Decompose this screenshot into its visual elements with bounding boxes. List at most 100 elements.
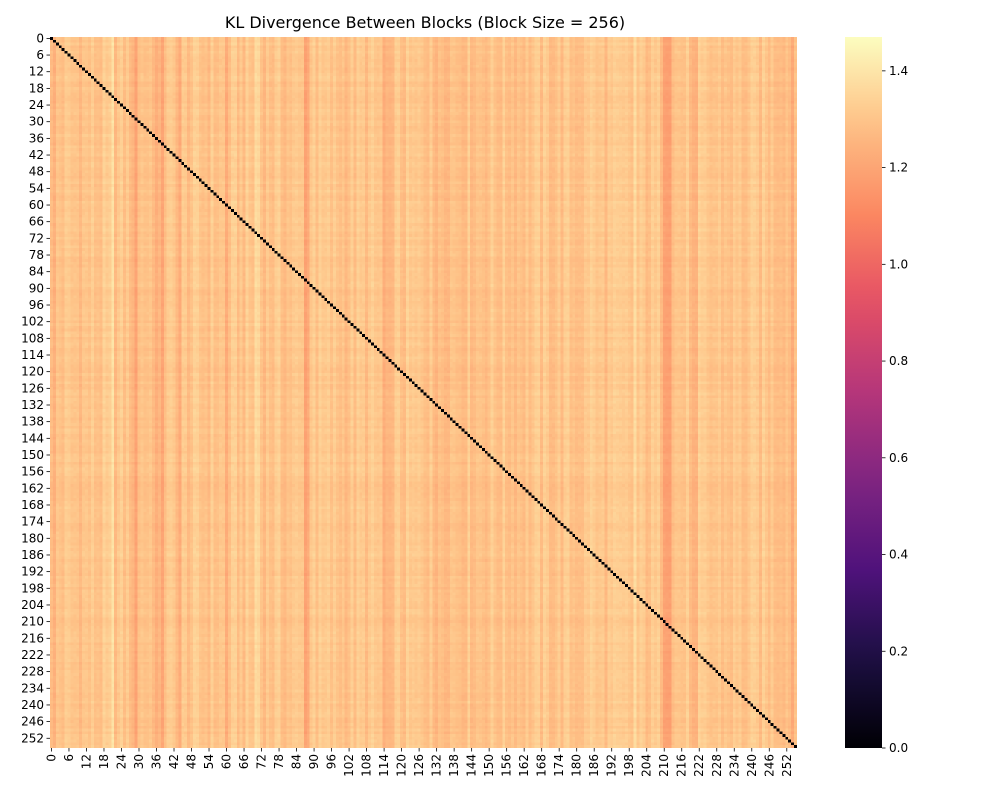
- x-tick-label: 132: [430, 754, 444, 777]
- y-tick-label: 222: [21, 648, 44, 662]
- y-tick-label: 114: [21, 348, 44, 362]
- y-tick-label: 18: [29, 81, 44, 95]
- y-tick-label: 234: [21, 681, 44, 695]
- y-tick-label: 228: [21, 665, 44, 679]
- y-tick-label: 108: [21, 331, 44, 345]
- y-tick-label: 168: [21, 498, 44, 512]
- colorbar-ticks: 0.0 0.2 0.4 0.6 0.8 1.0 1.2 1.4: [882, 64, 908, 755]
- colorbar: [845, 37, 882, 748]
- x-tick-label: 144: [465, 754, 479, 777]
- x-tick-label: 84: [290, 754, 304, 769]
- x-tick-label: 246: [762, 754, 776, 777]
- x-tick-label: 156: [500, 754, 514, 777]
- y-tick-label: 96: [29, 298, 44, 312]
- x-tick-label: 228: [710, 754, 724, 777]
- y-tick-label: 84: [29, 265, 44, 279]
- x-tick-label: 204: [640, 754, 654, 777]
- colorbar-tick-label: 1.4: [889, 64, 908, 78]
- colorbar-tick-label: 0.0: [889, 741, 908, 755]
- x-tick-label: 60: [220, 754, 234, 769]
- x-tick-label: 252: [780, 754, 794, 777]
- x-tick-label: 210: [657, 754, 671, 777]
- x-tick-label: 102: [342, 754, 356, 777]
- x-tick-label: 66: [237, 754, 251, 769]
- x-tick-label: 234: [727, 754, 741, 777]
- y-tick-label: 162: [21, 481, 44, 495]
- x-tick-label: 162: [517, 754, 531, 777]
- y-tick-label: 150: [21, 448, 44, 462]
- x-tick-label: 24: [114, 754, 128, 769]
- heatmap-cells: [50, 37, 797, 748]
- chart-title: KL Divergence Between Blocks (Block Size…: [225, 13, 625, 32]
- y-tick-label: 48: [29, 165, 44, 179]
- x-tick-label: 72: [255, 754, 269, 769]
- y-tick-label: 240: [21, 698, 44, 712]
- x-tick-label: 6: [62, 754, 76, 762]
- y-tick-label: 72: [29, 231, 44, 245]
- y-tick-label: 42: [29, 148, 44, 162]
- x-tick-label: 114: [377, 754, 391, 777]
- y-tick-label: 174: [21, 515, 44, 529]
- x-tick-label: 108: [360, 754, 374, 777]
- x-tick-label: 36: [150, 754, 164, 769]
- y-axis-ticks: 0 6 12 18 24 30 36 42 48 54 60 66 72 78 84 90 96 102 108 11…: [21, 31, 50, 745]
- y-tick-label: 204: [21, 598, 44, 612]
- x-tick-label: 12: [79, 754, 93, 769]
- x-tick-label: 198: [622, 754, 636, 777]
- x-tick-label: 150: [482, 754, 496, 777]
- y-tick-label: 0: [36, 31, 44, 45]
- x-tick-label: 42: [167, 754, 181, 769]
- x-tick-label: 240: [745, 754, 759, 777]
- x-tick-label: 54: [202, 754, 216, 769]
- y-tick-label: 6: [36, 48, 44, 62]
- y-tick-label: 12: [29, 65, 44, 79]
- x-tick-label: 222: [692, 754, 706, 777]
- y-tick-label: 186: [21, 548, 44, 562]
- y-tick-label: 156: [21, 465, 44, 479]
- y-tick-label: 54: [29, 181, 44, 195]
- x-tick-label: 90: [307, 754, 321, 769]
- colorbar-tick-label: 0.4: [889, 548, 908, 562]
- y-tick-label: 24: [29, 98, 44, 112]
- y-tick-label: 90: [29, 281, 44, 295]
- x-tick-label: 0: [44, 754, 58, 762]
- y-tick-label: 210: [21, 615, 44, 629]
- y-tick-label: 126: [21, 381, 44, 395]
- x-tick-label: 120: [395, 754, 409, 777]
- y-tick-label: 60: [29, 198, 44, 212]
- x-tick-label: 48: [185, 754, 199, 769]
- x-axis-ticks: 0 6 12 18 24 30 36 42 48 54 60 66 72 78 84 90 96 102 108 11…: [44, 748, 794, 777]
- y-tick-label: 246: [21, 715, 44, 729]
- x-tick-label: 180: [570, 754, 584, 777]
- y-tick-label: 66: [29, 215, 44, 229]
- x-tick-label: 192: [605, 754, 619, 777]
- x-tick-label: 216: [675, 754, 689, 777]
- colorbar-tick-label: 0.8: [889, 354, 908, 368]
- colorbar-tick-label: 0.6: [889, 451, 908, 465]
- y-tick-label: 180: [21, 531, 44, 545]
- y-tick-label: 132: [21, 398, 44, 412]
- x-tick-label: 30: [132, 754, 146, 769]
- y-tick-label: 216: [21, 631, 44, 645]
- y-tick-label: 192: [21, 565, 44, 579]
- colorbar-tick-label: 1.2: [889, 161, 908, 175]
- y-tick-label: 138: [21, 415, 44, 429]
- y-tick-label: 30: [29, 115, 44, 129]
- x-tick-label: 174: [552, 754, 566, 777]
- colorbar-tick-label: 1.0: [889, 257, 908, 271]
- y-tick-label: 78: [29, 248, 44, 262]
- x-tick-label: 18: [97, 754, 111, 769]
- x-tick-label: 168: [535, 754, 549, 777]
- colorbar-tick-label: 0.2: [889, 644, 908, 658]
- y-tick-label: 102: [21, 315, 44, 329]
- x-tick-label: 126: [412, 754, 426, 777]
- y-tick-label: 36: [29, 131, 44, 145]
- x-tick-label: 138: [447, 754, 461, 777]
- y-tick-label: 144: [21, 431, 44, 445]
- y-tick-label: 198: [21, 581, 44, 595]
- x-tick-label: 96: [325, 754, 339, 769]
- y-tick-label: 120: [21, 365, 44, 379]
- x-tick-label: 78: [272, 754, 286, 769]
- heatmap-matrix: [50, 37, 797, 748]
